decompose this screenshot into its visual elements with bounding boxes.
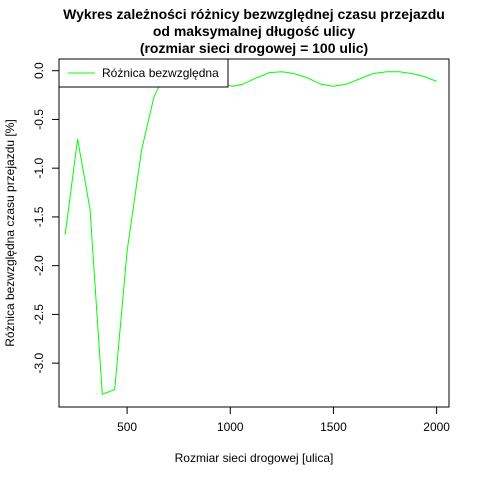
plot-series [64,71,437,396]
y-tick-label: -0.5 [32,109,46,130]
series-line [64,71,437,396]
legend-box [58,58,229,88]
y-tick-label: 0.0 [32,62,46,79]
legend-label: Różnica bezwzględna [102,66,219,80]
x-axis: 500 1000 1500 2000 [117,407,450,434]
y-tick-label: -2.0 [32,255,46,276]
plot-frame [58,58,450,408]
y-tick-label: -3.0 [32,352,46,373]
chart-title-line-3: (rozmiar sieci drogowej = 100 ulic) [140,40,368,56]
chart-title-line-2: od maksymalnej długość ulicy [153,23,356,39]
legend: Różnica bezwzględna [58,58,229,88]
x-tick-label: 1000 [217,420,244,434]
y-axis-label: Różnica bezwzględna czasu przejazdu [%] [3,119,17,346]
chart-title-line-1: Wykres zależności różnicy bezwzględnej c… [63,6,445,22]
x-tick-label: 2000 [423,420,450,434]
x-axis-label: Rozmiar sieci drogowej [ulica] [175,451,334,465]
x-tick-label: 1500 [320,420,347,434]
y-tick-label: -2.5 [32,304,46,325]
x-tick-label: 500 [117,420,137,434]
y-axis: 0.0 -0.5 -1.0 -1.5 -2.0 -2.5 -3.0 [32,62,59,373]
y-tick-label: -1.5 [32,206,46,227]
y-tick-label: -1.0 [32,158,46,179]
